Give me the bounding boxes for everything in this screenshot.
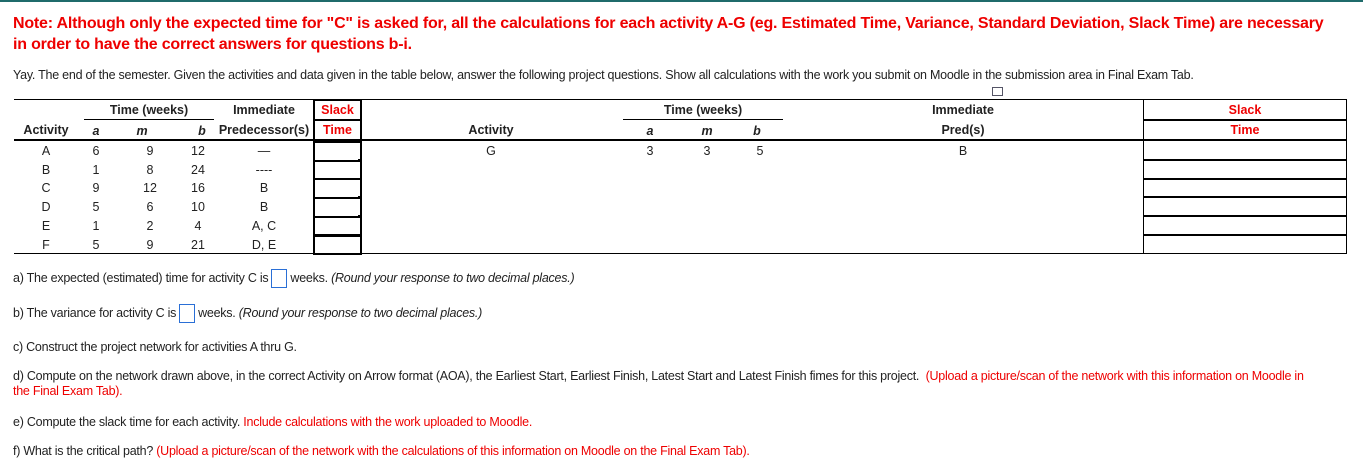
header-immediate: Immediate — [233, 103, 295, 117]
slack-row-divider — [1143, 196, 1346, 199]
cell-activity: E — [41, 218, 51, 233]
cell-b: 12 — [191, 144, 205, 158]
cell-a-g: 3 — [646, 144, 654, 158]
question-d-instruction: (Upload a picture/scan of the network wi… — [13, 369, 1304, 398]
cell-pred: B — [259, 200, 269, 215]
cell-activity: F — [42, 237, 50, 252]
question-f-instruction: (Upload a picture/scan of the network wi… — [156, 444, 750, 458]
cell-a: 1 — [92, 162, 100, 177]
question-b-unit: weeks. — [198, 305, 236, 320]
question-a: a) The expected (estimated) time for act… — [13, 269, 575, 288]
question-e-text: e) Compute the slack time for each activ… — [13, 415, 241, 429]
question-e: e) Compute the slack time for each activ… — [13, 415, 532, 429]
question-f-text: f) What is the critical path? — [13, 444, 154, 458]
slack-row-divider — [1143, 215, 1346, 218]
slack-time-input[interactable] — [313, 178, 362, 200]
question-a-hint: (Round your response to two decimal plac… — [331, 270, 575, 285]
header-predecessors: Predecessor(s) — [218, 123, 310, 137]
slack-time-input[interactable] — [313, 159, 362, 181]
cell-b: 10 — [191, 200, 205, 215]
cell-activity: C — [41, 181, 51, 196]
question-d: d) Compute on the network drawn above, i… — [13, 369, 1313, 399]
note: Note: Although only the expected time fo… — [13, 15, 1324, 53]
question-b: b) The variance for activity C is weeks. … — [13, 304, 482, 323]
question-a-unit: weeks. — [290, 270, 328, 285]
header-m-2: m — [701, 124, 713, 138]
header-activity: Activity — [23, 123, 69, 137]
header-a-2: a — [646, 124, 654, 138]
cell-activity-g: G — [486, 144, 496, 158]
header-slack-time: Time — [323, 123, 352, 137]
cell-b: 16 — [191, 181, 205, 196]
cell-pred: ---- — [255, 162, 273, 177]
intro-text: Yay. The end of the semester. Given the … — [13, 68, 1194, 82]
question-b-text: b) The variance for activity C is — [13, 305, 177, 320]
header-slack-time-2: Time — [1230, 123, 1260, 137]
header-slack: Slack — [321, 103, 354, 117]
header-slack-2: Slack — [1228, 103, 1262, 117]
cell-pred: D, E — [251, 237, 277, 252]
cell-pred: B — [259, 181, 269, 196]
cell-pred: — — [257, 144, 271, 158]
question-f: f) What is the critical path? (Upload a … — [13, 444, 750, 458]
slack-time-input[interactable] — [313, 234, 362, 255]
cell-m: 2 — [146, 218, 154, 233]
question-c: c) Construct the project network for act… — [13, 340, 297, 354]
header-preds-2: Pred(s) — [941, 123, 985, 137]
header-activity-2: Activity — [468, 123, 514, 137]
expand-table-icon[interactable] — [992, 87, 1003, 96]
expected-time-input[interactable] — [271, 269, 288, 288]
cell-m: 9 — [146, 144, 154, 158]
cell-pred: A, C — [251, 218, 277, 233]
cell-m: 8 — [146, 162, 154, 177]
cell-a: 9 — [92, 181, 100, 196]
cell-activity: D — [41, 200, 51, 215]
cell-b: 4 — [194, 218, 202, 233]
slack-time-input[interactable] — [313, 215, 362, 237]
question-b-hint: (Round your response to two decimal plac… — [238, 305, 483, 320]
header-time-weeks: Time (weeks) — [109, 103, 189, 117]
header-immediate-2: Immediate — [932, 103, 994, 117]
cell-b: 24 — [191, 162, 205, 177]
slack-row-divider — [1143, 177, 1346, 180]
question-d-text: d) Compute on the network drawn above, i… — [13, 369, 920, 383]
cell-b-g: 5 — [756, 144, 764, 158]
cell-m: 6 — [146, 200, 154, 215]
cell-pred-g: B — [958, 144, 968, 158]
header-b-2: b — [753, 124, 761, 138]
cell-a: 5 — [92, 237, 100, 252]
slack-row-divider — [1143, 233, 1346, 236]
header-b: b — [198, 124, 206, 138]
cell-m: 9 — [146, 237, 154, 252]
cell-a: 5 — [92, 200, 100, 215]
cell-a: 1 — [92, 218, 100, 233]
cell-m-g: 3 — [703, 144, 711, 158]
cell-a: 6 — [92, 144, 100, 158]
question-a-text: a) The expected (estimated) time for act… — [13, 270, 269, 285]
slack-time-input[interactable] — [313, 197, 362, 218]
slack-time-input[interactable] — [313, 141, 362, 162]
slack-row-divider — [1143, 159, 1346, 161]
header-m: m — [136, 124, 148, 138]
cell-activity: A — [41, 144, 51, 158]
variance-input[interactable] — [179, 304, 196, 323]
header-time-weeks-2: Time (weeks) — [663, 103, 743, 117]
cell-activity: B — [41, 162, 51, 177]
header-a: a — [92, 124, 100, 138]
question-e-instruction: Include calculations with the work uploa… — [243, 415, 533, 429]
cell-m: 12 — [143, 181, 157, 196]
cell-b: 21 — [191, 237, 205, 252]
